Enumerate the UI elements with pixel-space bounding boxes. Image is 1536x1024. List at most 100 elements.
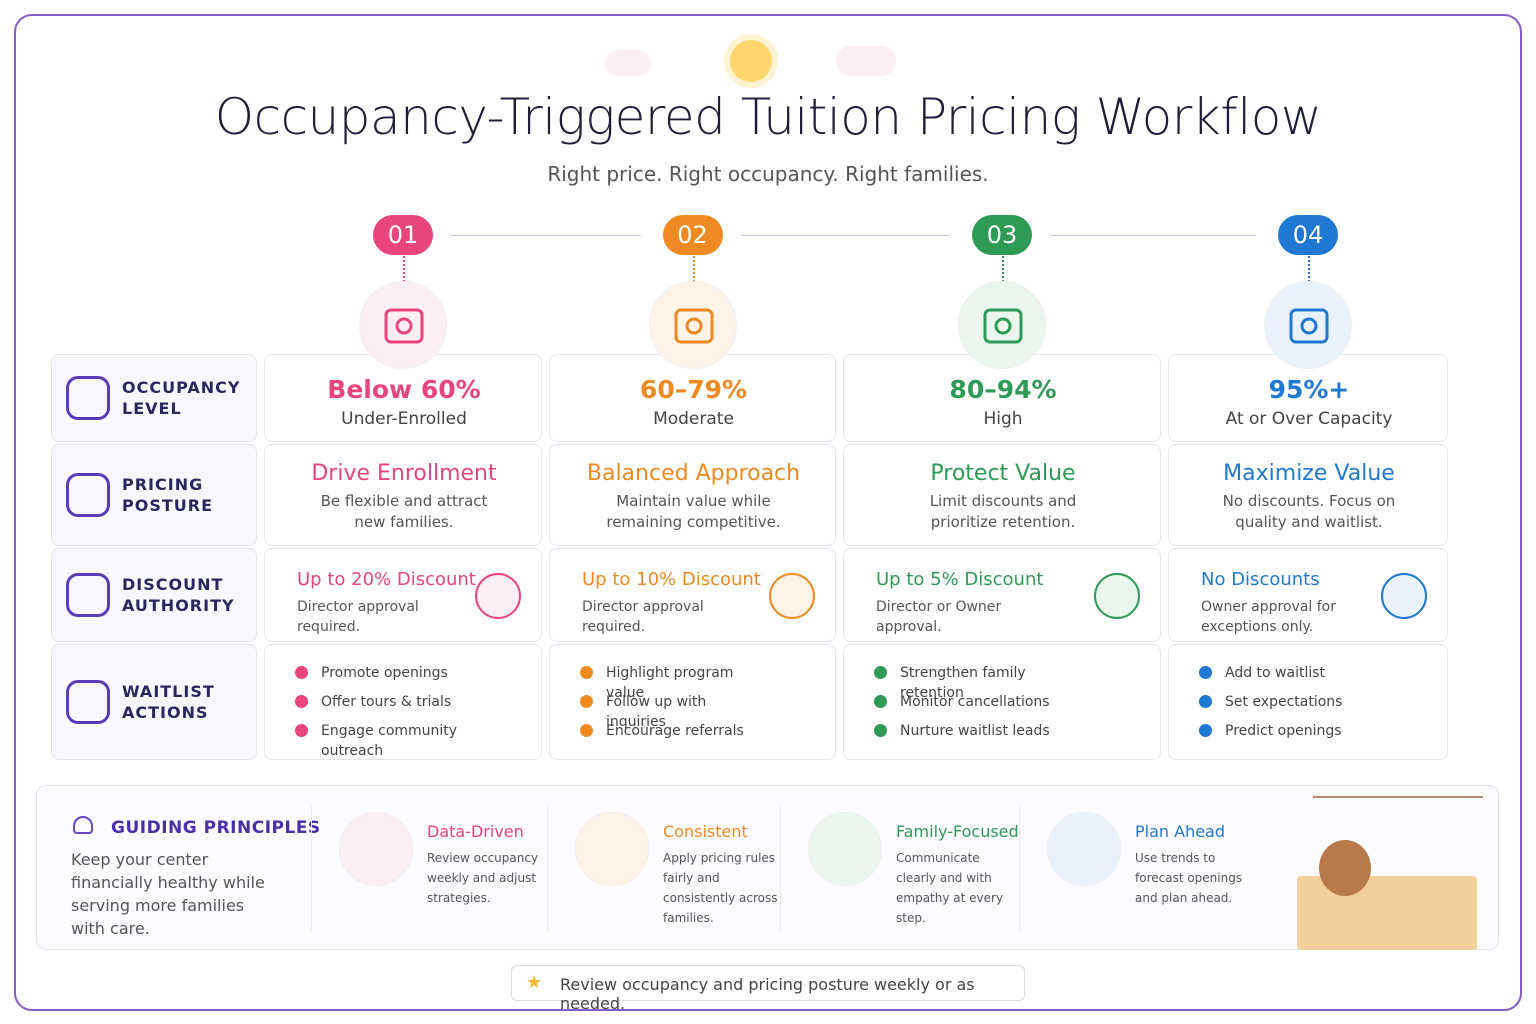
action-item: Add to waitlist [1225,665,1326,681]
occupancy-range: 60–79% [639,375,748,404]
posture-title: Maximize Value [1223,461,1395,486]
row-label-cell: WAITLIST ACTIONS [51,644,257,760]
stage-cell: Up to 20% Discount Director approval requ… [264,548,542,642]
dotted-link [692,256,695,282]
occupancy-status: Under-Enrolled [341,409,467,429]
action-item: Promote openings [321,665,448,681]
principle-title: Consistent [663,822,748,841]
footer-note: Review occupancy and pricing posture wee… [560,975,975,1013]
check-icon [580,695,593,708]
dotted-link [1308,256,1310,282]
step-badge: 02 [662,215,723,255]
step-badge: 04 [1278,215,1338,255]
discount-icon [1381,573,1427,619]
bunting [1313,796,1483,832]
posture-title: Protect Value [930,461,1076,486]
icon-glyph [674,308,713,344]
toy-shelf [1297,876,1477,950]
check-icon [874,695,887,708]
row-label-cell: DISCOUNT AUTHORITY [51,548,257,642]
stage-icon [648,281,737,369]
principles-panel: GUIDING PRINCIPLES Keep your center finan… [36,785,1499,950]
stage-icon [359,281,447,369]
connector [740,235,950,236]
divider [780,806,781,931]
row-label-cell: PRICING POSTURE [51,444,257,546]
posture-text: Maintain value while remaining competiti… [606,492,781,531]
discount-text: Director approval required. [297,599,419,635]
dotted-link [1002,256,1004,282]
discount-title: Up to 10% Discount [582,569,761,590]
principles-title: GUIDING PRINCIPLES [111,818,321,838]
occupancy-range: Below 60% [327,375,481,404]
occupancy-status: At or Over Capacity [1225,409,1393,429]
step-badge: 01 [373,215,433,255]
occupancy-range: 80–94% [949,375,1057,404]
discount-text: Owner approval for exceptions only. [1201,599,1336,635]
principle-icon [808,812,882,886]
stage-cell: Drive Enrollment Be flexible and attract … [264,444,542,546]
action-item: Engage community outreach [321,723,458,759]
check-icon [295,724,308,737]
discount-text: Director or Owner approval. [876,599,1002,635]
connector [1050,235,1256,236]
row-label: WAITLIST ACTIONS [122,682,215,722]
stage-cell: Promote openings Offer tours & trials Enga… [264,644,542,760]
stage-cell: Highlight program value Follow up with in… [549,644,836,760]
check-icon [1199,695,1212,708]
stage-icon [958,281,1046,369]
principle-title: Plan Ahead [1135,822,1226,841]
footer-box: ★ Review occupancy and pricing posture we… [511,965,1025,1013]
discount-text: Director approval required. [582,599,704,635]
divider [547,806,548,931]
stage-cell: Maximize Value No discounts. Focus on qua… [1168,444,1448,546]
icon-glyph [983,308,1023,344]
action-item: Nurture waitlist leads [900,723,1050,739]
row-label: PRICING POSTURE [122,475,214,515]
posture-title: Drive Enrollment [311,461,497,486]
cloud [605,50,651,76]
principle-icon [1047,812,1121,886]
occupancy-status: Moderate [653,409,734,429]
discount-title: Up to 20% Discount [297,569,476,590]
star-icon: ★ [526,972,543,993]
teddy [1319,840,1371,896]
check-icon [580,666,593,679]
row-icon [66,376,110,420]
check-icon [580,724,593,737]
occupancy-range: 95%+ [1268,375,1350,404]
row-label-cell: OCCUPANCY LEVEL [51,354,257,442]
row-label: OCCUPANCY LEVEL [122,378,241,418]
action-item: Monitor cancellations [900,694,1050,710]
action-item: Follow up with inquiries [606,694,707,730]
stage-cell: Add to waitlist Set expectations Predict o… [1168,644,1448,760]
row-icon [66,573,110,617]
action-item: Offer tours & trials [321,694,452,710]
occupancy-status: High [983,409,1023,429]
stage-cell: Up to 10% Discount Director approval requ… [549,548,836,642]
stage-cell: Strengthen family retention Monitor cance… [843,644,1161,760]
posture-text: No discounts. Focus on quality and waitl… [1222,492,1396,531]
action-item: Strengthen family retention [900,665,1026,701]
subtitle: Right price. Right occupancy. Right fami… [547,162,989,186]
check-icon [1199,666,1212,679]
title: Occupancy-Triggered Tuition Pricing Work… [214,88,1322,146]
frame [14,14,1522,1011]
principle-text: Use trends to forecast openings and plan… [1135,851,1243,905]
stage-cell: Protect Value Limit discounts and priorit… [843,444,1161,546]
discount-icon [769,573,815,619]
stage-cell: Up to 5% Discount Director or Owner appro… [843,548,1161,642]
stage-icon [1264,281,1352,369]
principle-text: Review occupancy weekly and adjust strat… [427,851,539,905]
discount-title: Up to 5% Discount [876,569,1044,590]
cloud [836,46,896,76]
principle-icon [575,812,649,886]
principles-text: Keep your center financially healthy whi… [71,850,265,938]
check-icon [295,666,308,679]
posture-text: Be flexible and attract new families. [320,492,488,531]
heart-icon [73,816,93,834]
stage-cell: Balanced Approach Maintain value while re… [549,444,836,546]
principle-text: Communicate clearly and with empathy at … [896,851,1004,925]
step-badge: 03 [972,215,1032,255]
check-icon [874,724,887,737]
